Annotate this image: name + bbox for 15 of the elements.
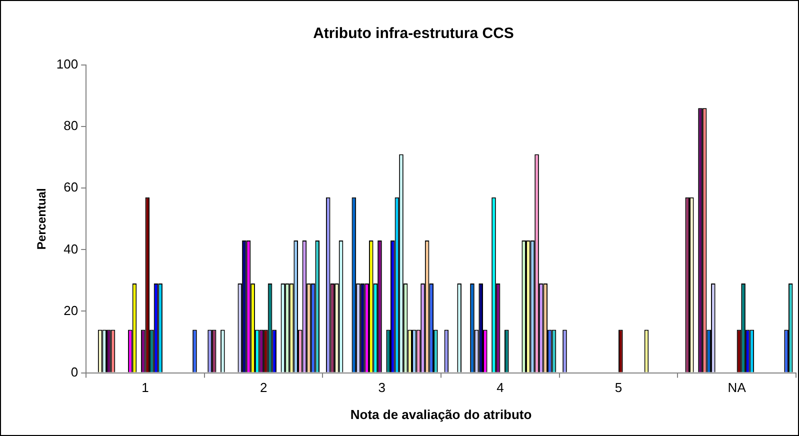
x-tick-label: 2 [260, 380, 268, 396]
y-tick-label: 80 [64, 118, 78, 134]
x-tick-label: 3 [378, 380, 386, 396]
y-tick-label: 0 [70, 364, 78, 380]
y-tick-label: 60 [64, 180, 78, 195]
x-tick-label: 5 [614, 380, 622, 396]
x-axis-title: Nota de avaliação do atributo [350, 406, 532, 422]
x-tick-label: NA [728, 380, 746, 396]
y-axis-title: Percentual [34, 188, 49, 250]
y-tick-label: 100 [56, 56, 78, 72]
y-tick-label: 40 [64, 241, 78, 256]
x-tick-label: 4 [496, 380, 504, 396]
chart-title: Atributo infra-estrutura CCS [313, 25, 514, 42]
x-tick-label: 1 [142, 380, 149, 396]
y-tick-label: 20 [64, 302, 78, 318]
